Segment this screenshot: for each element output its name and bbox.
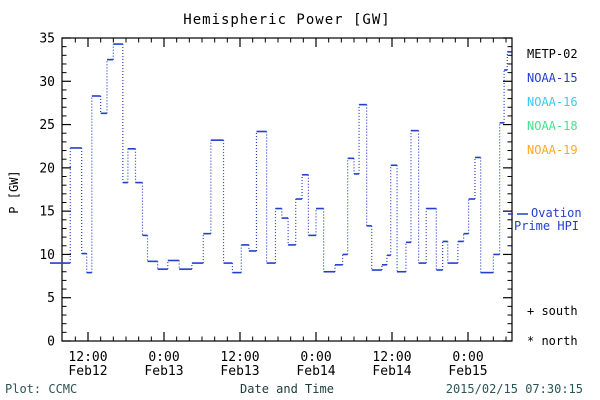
svg-text:Feb12: Feb12 <box>68 364 107 379</box>
svg-text:20: 20 <box>39 161 55 176</box>
legend-item-noaa16: NOAA-16 <box>527 95 578 109</box>
legend-item-noaa18: NOAA-18 <box>527 119 578 133</box>
svg-text:Feb13: Feb13 <box>144 364 183 379</box>
svg-text:Feb14: Feb14 <box>296 364 335 379</box>
plot-timestamp: 2015/02/15 07:30:15 <box>445 382 583 396</box>
svg-text:0:00: 0:00 <box>300 350 331 365</box>
south-marker-label: + south <box>527 304 578 318</box>
svg-text:12:00: 12:00 <box>68 350 107 365</box>
svg-text:0:00: 0:00 <box>452 350 483 365</box>
legend-item-noaa15: NOAA-15 <box>527 71 578 85</box>
legend-item-metp02: METP-02 <box>527 47 578 61</box>
svg-text:Feb13: Feb13 <box>220 364 259 379</box>
ovation-legend-line2: Prime HPI <box>514 219 580 233</box>
svg-text:25: 25 <box>39 118 55 133</box>
svg-text:5: 5 <box>47 291 55 306</box>
svg-text:Feb14: Feb14 <box>372 364 411 379</box>
y-axis-label: P [GW] <box>7 170 21 214</box>
legend-item-noaa19: NOAA-19 <box>527 143 578 157</box>
svg-text:0: 0 <box>47 335 55 350</box>
svg-text:30: 30 <box>39 75 55 90</box>
chart-title: Hemispheric Power [GW] <box>183 12 391 28</box>
ovation-legend-line1: Ovation <box>531 206 582 220</box>
plot-credit: Plot: CCMC <box>5 382 78 396</box>
x-axis-label: Date and Time <box>240 382 334 396</box>
svg-text:10: 10 <box>39 248 55 263</box>
svg-text:35: 35 <box>39 32 55 47</box>
svg-text:15: 15 <box>39 205 55 220</box>
svg-text:0:00: 0:00 <box>148 350 179 365</box>
svg-text:12:00: 12:00 <box>372 350 411 365</box>
svg-text:Feb15: Feb15 <box>448 364 487 379</box>
north-marker-label: * north <box>527 334 578 348</box>
svg-text:12:00: 12:00 <box>220 350 259 365</box>
